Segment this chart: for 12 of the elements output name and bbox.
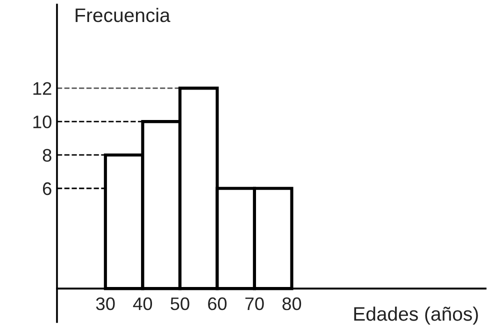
- x-tick-label: 30: [96, 297, 115, 310]
- y-axis-title: Frecuencia: [76, 8, 170, 22]
- x-tick-label: 70: [245, 297, 264, 310]
- y-tick-label: 6: [42, 182, 52, 196]
- y-tick-label: 8: [42, 148, 52, 162]
- y-tick-label: 12: [33, 82, 52, 95]
- x-tick-label: 60: [208, 297, 227, 310]
- x-tick-label: 50: [170, 297, 190, 310]
- x-axis-title: Edades (años): [354, 306, 478, 325]
- x-tick-label: 80: [282, 297, 302, 310]
- y-tick-label: 10: [33, 116, 52, 128]
- x-tick-label: 40: [133, 297, 152, 310]
